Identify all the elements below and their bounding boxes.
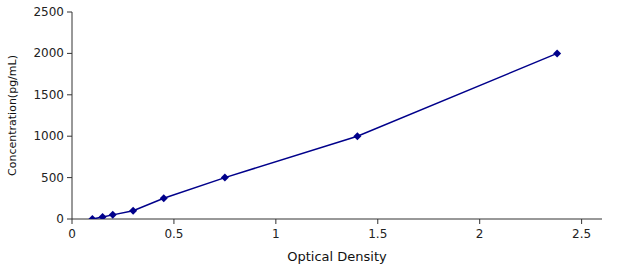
y-tick-label: 0	[56, 212, 64, 226]
x-tick	[72, 219, 73, 224]
x-tick	[377, 219, 378, 224]
y-tick	[67, 53, 72, 54]
marker	[221, 174, 229, 182]
plot-area	[88, 49, 561, 219]
y-tick	[67, 12, 72, 13]
x-tick-label: 0.5	[164, 227, 183, 241]
y-axis-line	[72, 12, 73, 219]
y-tick	[67, 219, 72, 220]
x-tick-label: 2.5	[572, 227, 591, 241]
chart-container: 0 0.5 1 1.5 2 2.5 0 500 1000 1500 2000 2500 Optical …	[0, 0, 618, 271]
x-tick-label: 0	[68, 227, 76, 241]
x-axis-label: Optical Density	[287, 249, 387, 264]
line	[92, 53, 557, 219]
x-tick	[581, 219, 582, 224]
x-tick-label: 1.5	[368, 227, 387, 241]
y-axis-label: Concentration(pg/mL)	[6, 55, 19, 176]
y-tick-label: 1000	[33, 129, 64, 143]
y-tick-label: 1500	[33, 88, 64, 102]
y-tick	[67, 177, 72, 178]
y-tick	[67, 136, 72, 137]
marker	[129, 207, 137, 215]
marker	[353, 132, 361, 140]
chart: 0 0.5 1 1.5 2 2.5 0 500 1000 1500 2000 2500 Optical …	[0, 0, 618, 271]
y-tick-label: 500	[41, 171, 64, 185]
x-tick	[275, 219, 276, 224]
y-tick-label: 2500	[33, 5, 64, 19]
x-tick	[479, 219, 480, 224]
x-tick-label: 2	[476, 227, 484, 241]
marker	[88, 215, 96, 219]
x-axis-line	[72, 219, 602, 220]
x-tick	[173, 219, 174, 224]
marker	[553, 49, 561, 57]
x-tick-label: 1	[272, 227, 280, 241]
marker	[160, 194, 168, 202]
marker	[99, 213, 107, 219]
y-tick	[67, 94, 72, 95]
y-tick-label: 2000	[33, 46, 64, 60]
marker	[109, 211, 117, 219]
